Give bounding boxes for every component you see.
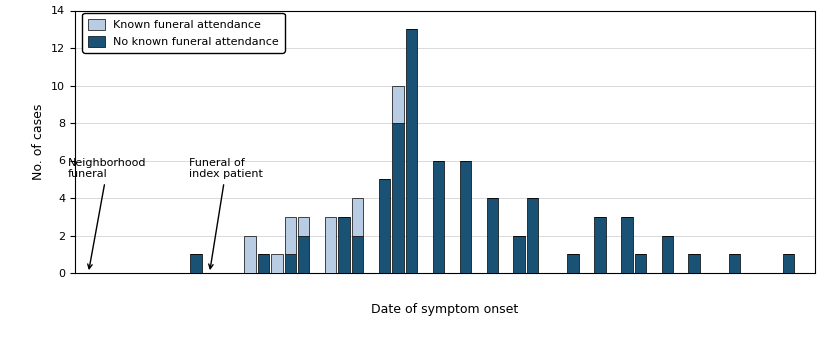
Bar bbox=[459, 161, 471, 273]
Bar bbox=[594, 217, 606, 273]
Bar bbox=[339, 217, 350, 273]
Bar bbox=[244, 236, 255, 273]
Bar bbox=[661, 236, 673, 273]
Bar bbox=[298, 236, 310, 273]
Bar bbox=[271, 254, 283, 273]
Bar bbox=[379, 179, 390, 273]
Bar bbox=[352, 236, 364, 273]
Bar bbox=[487, 198, 498, 273]
Bar bbox=[527, 198, 538, 273]
Legend: Known funeral attendance, No known funeral attendance: Known funeral attendance, No known funer… bbox=[82, 13, 285, 53]
Bar bbox=[191, 254, 202, 273]
Bar bbox=[567, 254, 579, 273]
Text: Funeral of
index patient: Funeral of index patient bbox=[190, 158, 263, 269]
Bar bbox=[285, 254, 296, 273]
Bar bbox=[729, 254, 740, 273]
Bar bbox=[635, 254, 646, 273]
Bar bbox=[325, 217, 336, 273]
Bar bbox=[285, 217, 296, 254]
Bar bbox=[392, 123, 404, 273]
Bar bbox=[433, 161, 444, 273]
Bar bbox=[352, 198, 364, 236]
X-axis label: Date of symptom onset: Date of symptom onset bbox=[372, 303, 518, 316]
Bar bbox=[392, 85, 404, 123]
Bar bbox=[513, 236, 525, 273]
Text: Neighborhood
funeral: Neighborhood funeral bbox=[68, 158, 146, 269]
Bar bbox=[406, 29, 417, 273]
Bar bbox=[298, 217, 310, 236]
Bar bbox=[258, 254, 269, 273]
Bar bbox=[622, 217, 632, 273]
Bar bbox=[688, 254, 700, 273]
Y-axis label: No. of cases: No. of cases bbox=[32, 104, 46, 180]
Bar bbox=[783, 254, 795, 273]
